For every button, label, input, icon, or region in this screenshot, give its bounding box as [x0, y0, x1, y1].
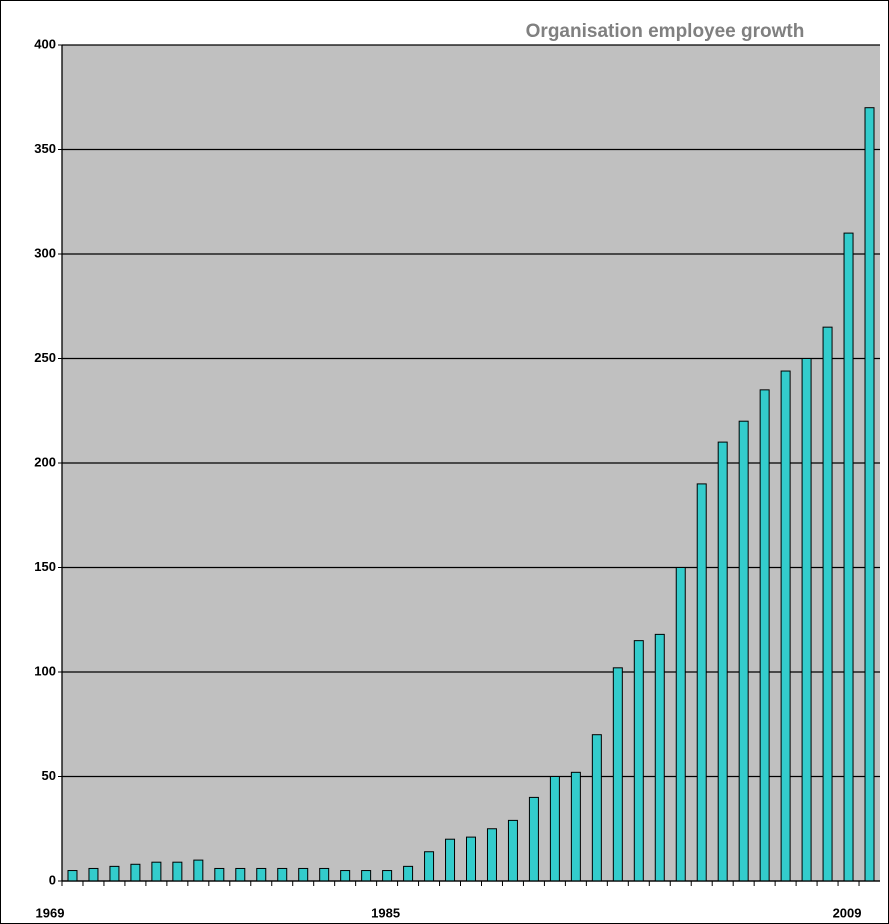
bar [193, 859, 204, 882]
bar [864, 107, 875, 882]
bar [424, 851, 435, 882]
bar [612, 667, 623, 882]
bar [633, 640, 644, 882]
bar [466, 836, 476, 882]
bar [445, 838, 456, 882]
bar [675, 567, 686, 882]
y-tick-label: 350 [34, 141, 56, 156]
bar [382, 870, 393, 882]
bar [109, 865, 120, 882]
bar [528, 796, 539, 882]
bar [738, 420, 749, 882]
bar [256, 867, 267, 882]
bar [591, 734, 602, 882]
bar [88, 867, 99, 882]
bar [319, 867, 330, 882]
bar [172, 861, 183, 882]
bar [340, 870, 351, 882]
x-tick-label: 1985 [371, 905, 400, 920]
bar [843, 232, 854, 882]
bar [486, 828, 497, 882]
bar [822, 326, 833, 882]
y-tick-label: 100 [34, 663, 56, 678]
bar [403, 865, 414, 882]
bar [780, 370, 791, 882]
chart-title: Organisation employee growth [526, 21, 805, 42]
y-tick-label: 400 [34, 36, 56, 51]
bar [570, 771, 581, 882]
bar [214, 867, 225, 882]
x-tick-label: 1969 [36, 905, 65, 920]
y-tick-label: 150 [34, 559, 56, 574]
y-tick-label: 250 [34, 350, 56, 365]
bar [717, 441, 728, 882]
bar [277, 867, 288, 882]
bar [654, 633, 665, 882]
y-tick-label: 50 [42, 768, 56, 783]
y-tick-label: 300 [34, 245, 56, 260]
bar [130, 863, 141, 882]
bar [235, 867, 246, 882]
bar [801, 358, 812, 882]
bar [361, 870, 372, 882]
bar [549, 776, 560, 882]
bar [298, 867, 309, 882]
bar [759, 389, 770, 882]
bar [696, 483, 707, 882]
bar [67, 870, 78, 882]
bar [151, 861, 162, 882]
x-tick-label: 2009 [833, 905, 862, 920]
y-tick-label: 0 [49, 872, 56, 887]
bar [507, 819, 518, 882]
y-tick-label: 200 [34, 454, 56, 469]
